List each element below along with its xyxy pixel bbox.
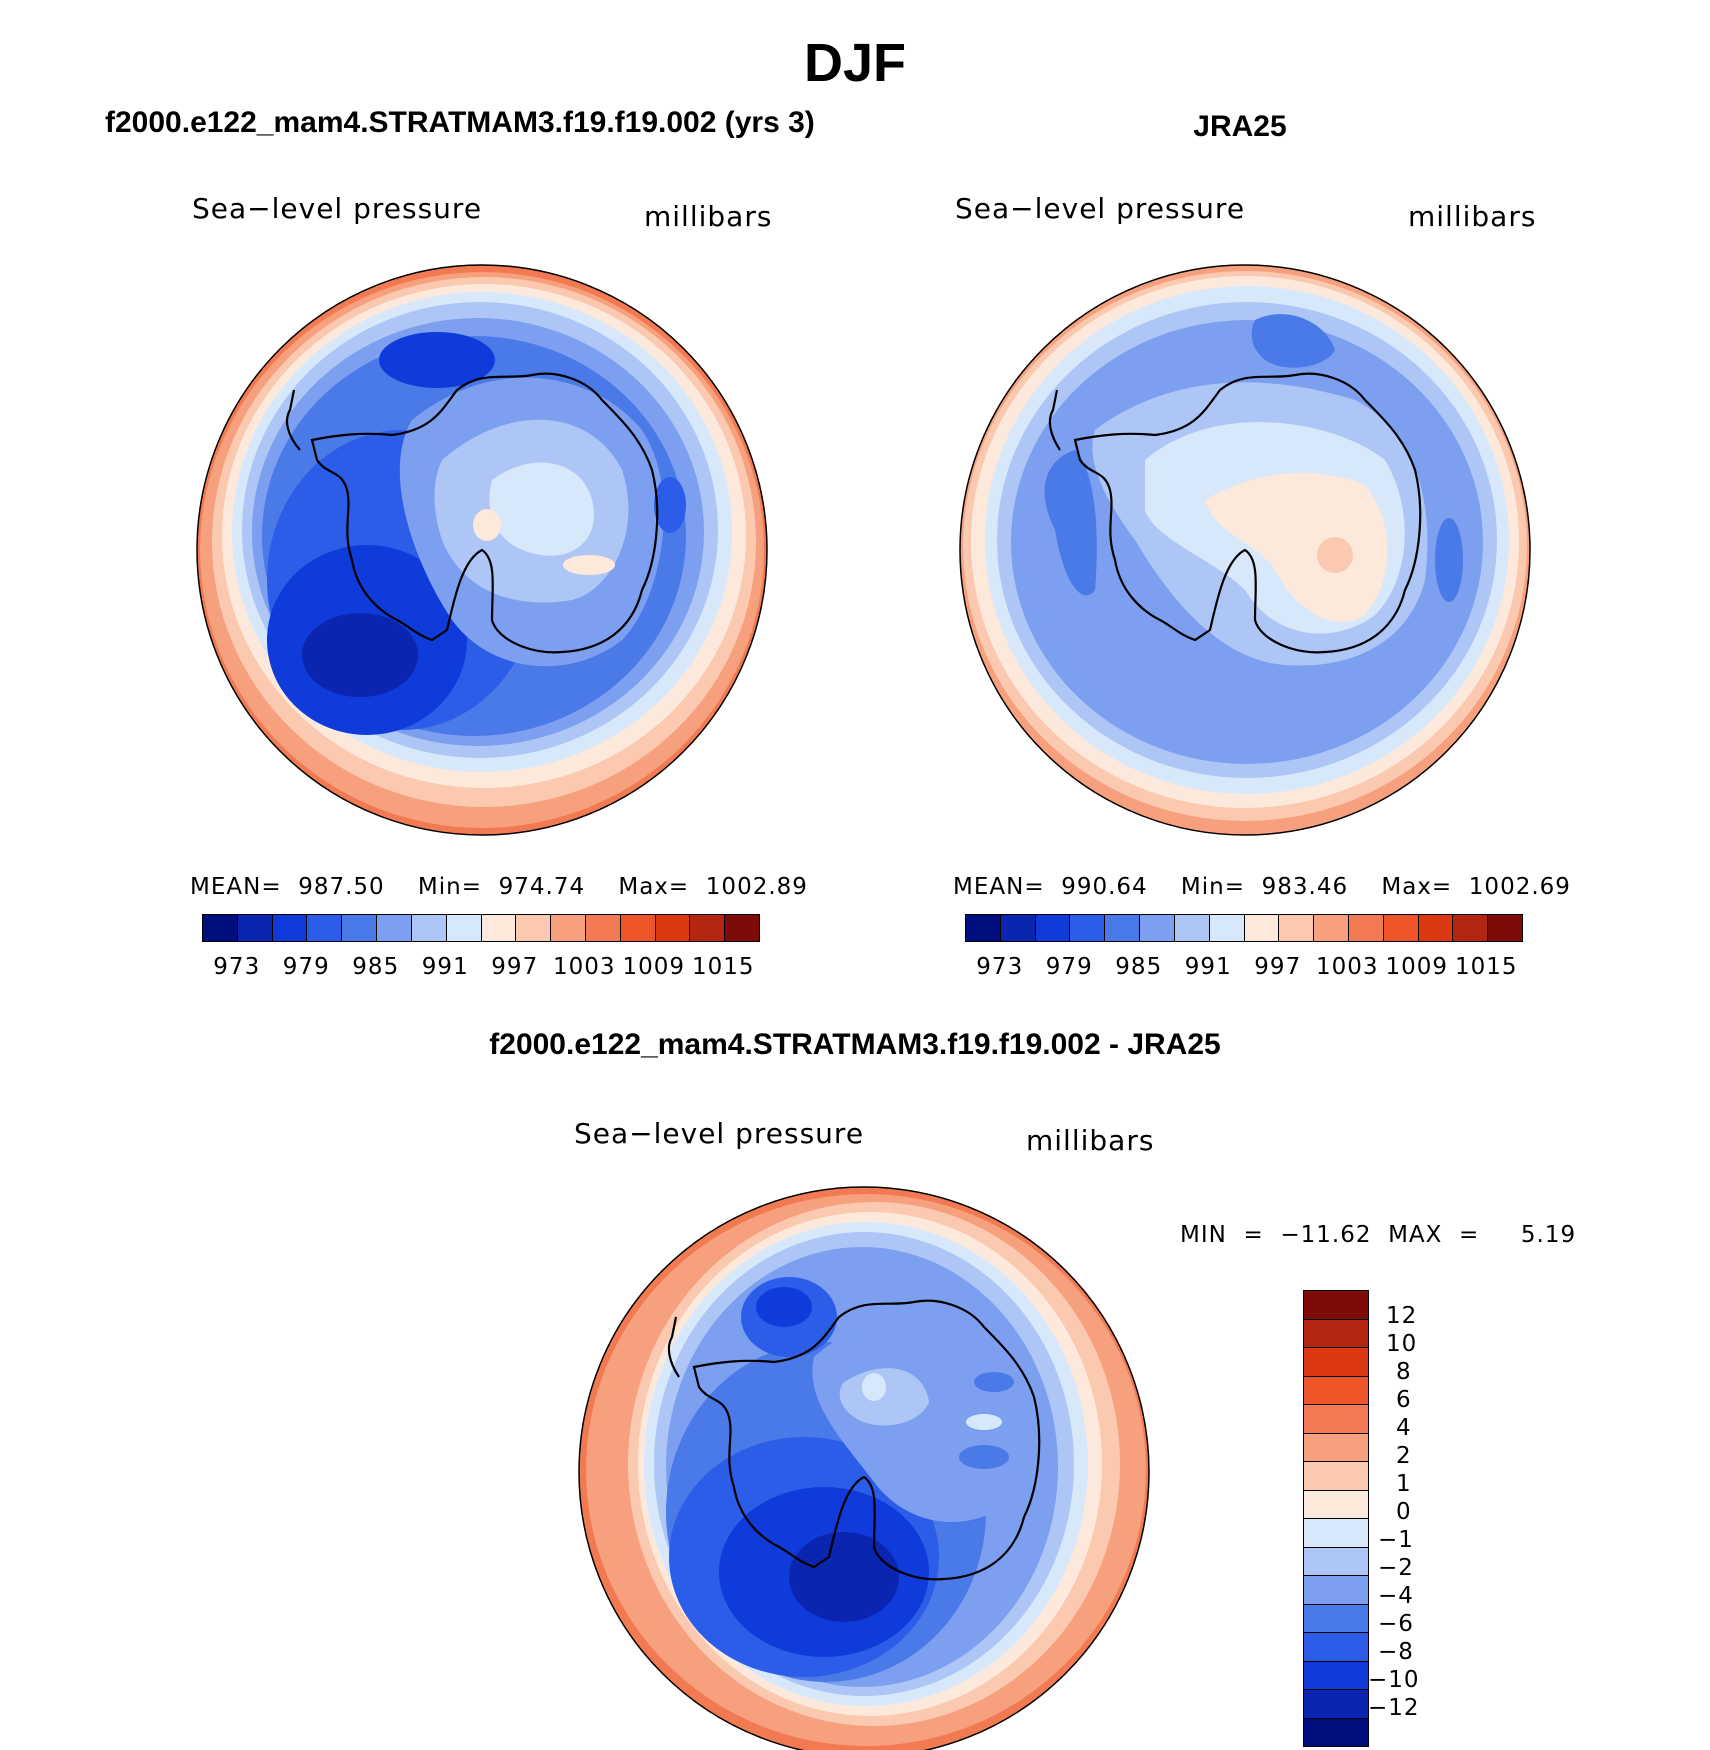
panel2-tick: 991 xyxy=(1184,954,1232,980)
panel1-tick: 997 xyxy=(491,954,539,980)
panel2-polar-map xyxy=(959,264,1531,836)
panel1-title: f2000.e122_mam4.STRATMAM3.f19.f19.002 (y… xyxy=(105,106,815,139)
panel2-tick: 1003 xyxy=(1315,954,1379,980)
panel3-map-boundary xyxy=(578,1186,1150,1750)
panel2-antarctica-coastline xyxy=(1048,372,1422,654)
panel3-tick: −6 xyxy=(1378,1611,1414,1637)
panel2-tick: 1009 xyxy=(1385,954,1449,980)
panel1-tick: 973 xyxy=(213,954,261,980)
panel3-variable-label: Sea−level pressure xyxy=(574,1117,865,1150)
panel3-tick: 8 xyxy=(1396,1359,1412,1385)
panel3-tick: 12 xyxy=(1386,1303,1418,1329)
panel3-tick: 6 xyxy=(1396,1387,1412,1413)
panel2-variable-label: Sea−level pressure xyxy=(955,192,1246,225)
panel3-title: f2000.e122_mam4.STRATMAM3.f19.f19.002 - … xyxy=(489,1028,1221,1061)
panel2-stats: MEAN= 990.64 Min= 983.46 Max= 1002.69 xyxy=(953,874,1571,900)
panel1-tick: 1015 xyxy=(691,954,755,980)
panel2-map-boundary xyxy=(959,264,1531,836)
panel1-tick: 985 xyxy=(352,954,400,980)
panel1-variable-label: Sea−level pressure xyxy=(192,192,483,225)
panel2-tick: 997 xyxy=(1254,954,1302,980)
panel2-title: JRA25 xyxy=(1193,110,1287,143)
panel1-stats: MEAN= 987.50 Min= 974.74 Max= 1002.89 xyxy=(190,874,808,900)
panel1-contour-fill xyxy=(197,265,767,835)
panel2-colorbar-ticks: 973 979 985 991 997 1003 1009 1015 xyxy=(965,954,1521,984)
panel1-tick: 1003 xyxy=(552,954,616,980)
panel2-colorbar xyxy=(965,914,1523,942)
panel1-units-label: millibars xyxy=(644,200,773,233)
panel1-colorbar xyxy=(202,914,760,942)
panel1-antarctica-coastline xyxy=(285,372,659,654)
panel1-map-boundary xyxy=(196,264,768,836)
panel3-tick: −10 xyxy=(1368,1667,1420,1693)
panel2-tick: 1015 xyxy=(1454,954,1518,980)
panel3-tick: −8 xyxy=(1378,1639,1414,1665)
panel3-units-label: millibars xyxy=(1026,1124,1155,1157)
panel3-tick: −4 xyxy=(1378,1583,1414,1609)
panel3-contour-fill xyxy=(579,1187,1149,1750)
panel3-tick: 0 xyxy=(1396,1499,1412,1525)
page-title: DJF xyxy=(803,33,906,93)
panel2-units-label: millibars xyxy=(1408,200,1537,233)
panel1-tick: 979 xyxy=(282,954,330,980)
panel3-stats: MIN = −11.62 MAX = 5.19 xyxy=(1180,1222,1577,1248)
panel3-tick: −2 xyxy=(1378,1555,1414,1581)
panel3-tick: 10 xyxy=(1386,1331,1418,1357)
panel3-tick: −12 xyxy=(1368,1695,1420,1721)
panel2-tick: 985 xyxy=(1115,954,1163,980)
panel1-colorbar-ticks: 973 979 985 991 997 1003 1009 1015 xyxy=(202,954,758,984)
panel3-polar-map xyxy=(578,1186,1150,1750)
panel3-tick: 2 xyxy=(1396,1443,1412,1469)
panel3-colorbar xyxy=(1303,1290,1369,1747)
panel1-tick: 991 xyxy=(421,954,469,980)
panel3-tick: 4 xyxy=(1396,1415,1412,1441)
panel2-tick: 973 xyxy=(976,954,1024,980)
panel1-tick: 1009 xyxy=(622,954,686,980)
panel1-polar-map xyxy=(196,264,768,836)
panel3-antarctica-coastline xyxy=(667,1299,1041,1581)
panel3-colorbar-ticks: 12 10 8 6 4 2 1 0 −1 −2 −4 −6 −8 −10 −12 xyxy=(1368,1290,1456,1740)
panel2-tick: 979 xyxy=(1045,954,1093,980)
panel3-tick: 1 xyxy=(1396,1471,1412,1497)
panel3-tick: −1 xyxy=(1378,1527,1414,1553)
